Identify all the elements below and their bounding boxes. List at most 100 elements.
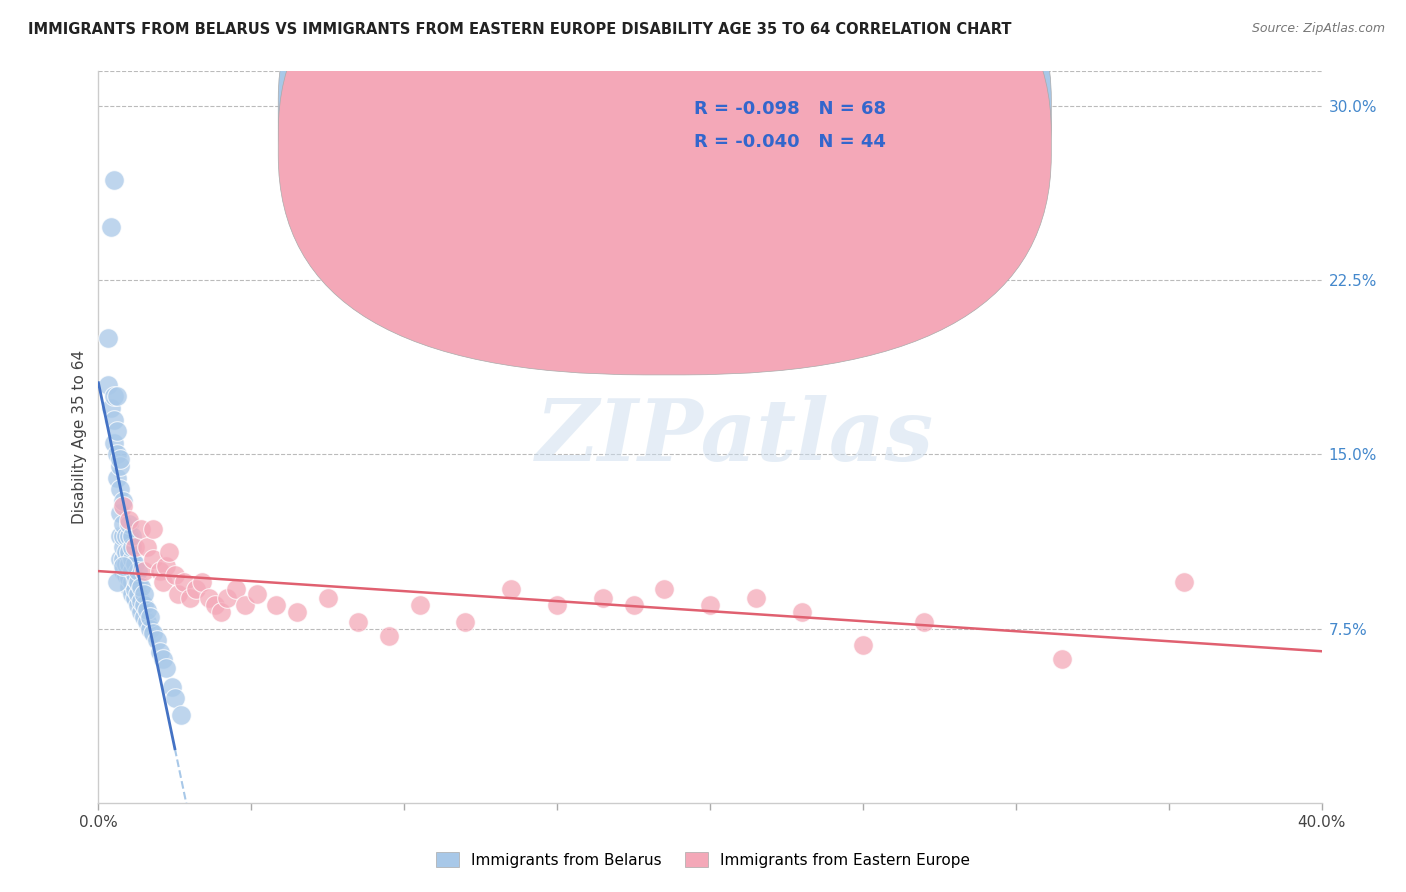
Point xyxy=(152,652,174,666)
Point xyxy=(121,529,143,543)
Point xyxy=(105,448,128,462)
Point xyxy=(108,483,131,497)
Point xyxy=(111,529,134,543)
Point xyxy=(155,558,177,573)
Y-axis label: Disability Age 35 to 64: Disability Age 35 to 64 xyxy=(72,350,87,524)
Point xyxy=(127,599,149,613)
Point xyxy=(316,591,339,606)
Legend: Immigrants from Belarus, Immigrants from Eastern Europe: Immigrants from Belarus, Immigrants from… xyxy=(429,844,977,875)
Point xyxy=(745,591,768,606)
Point xyxy=(111,499,134,513)
Point xyxy=(347,615,370,629)
Point xyxy=(160,680,183,694)
Point xyxy=(233,599,256,613)
Point xyxy=(790,606,813,620)
Point xyxy=(105,471,128,485)
Point xyxy=(97,331,120,345)
Point xyxy=(118,517,141,532)
Point xyxy=(157,545,180,559)
Point xyxy=(852,638,875,652)
Point xyxy=(163,691,186,706)
Point xyxy=(592,591,614,606)
Point xyxy=(149,564,172,578)
Point xyxy=(134,564,156,578)
FancyBboxPatch shape xyxy=(278,0,1052,342)
Point xyxy=(454,615,477,629)
Point xyxy=(118,529,141,543)
FancyBboxPatch shape xyxy=(278,0,1052,375)
Point xyxy=(136,603,159,617)
Point xyxy=(115,529,138,543)
Point xyxy=(127,564,149,578)
Point xyxy=(111,517,134,532)
Point xyxy=(139,622,162,636)
Point xyxy=(100,401,122,415)
Point xyxy=(378,629,401,643)
Point xyxy=(285,606,308,620)
Point xyxy=(1173,575,1195,590)
Point xyxy=(103,436,125,450)
Text: IMMIGRANTS FROM BELARUS VS IMMIGRANTS FROM EASTERN EUROPE DISABILITY AGE 35 TO 6: IMMIGRANTS FROM BELARUS VS IMMIGRANTS FR… xyxy=(28,22,1012,37)
Point xyxy=(129,522,152,536)
Point xyxy=(121,552,143,566)
Point xyxy=(173,575,195,590)
Point xyxy=(209,606,232,620)
Point xyxy=(134,587,156,601)
Point xyxy=(912,615,935,629)
Point xyxy=(108,506,131,520)
Text: Source: ZipAtlas.com: Source: ZipAtlas.com xyxy=(1251,22,1385,36)
Point xyxy=(124,570,146,584)
Point xyxy=(108,552,131,566)
Point xyxy=(191,575,214,590)
Point xyxy=(264,599,287,613)
Point xyxy=(108,529,131,543)
Text: ZIPatlas: ZIPatlas xyxy=(536,395,934,479)
Point xyxy=(129,594,152,608)
Point xyxy=(246,587,269,601)
Point xyxy=(103,389,125,403)
Point xyxy=(121,541,143,555)
Point xyxy=(136,541,159,555)
Point xyxy=(118,580,141,594)
Point xyxy=(108,452,131,467)
Point xyxy=(139,610,162,624)
Point xyxy=(699,599,721,613)
Point xyxy=(124,541,146,555)
Point xyxy=(118,512,141,526)
Point xyxy=(124,557,146,571)
Point xyxy=(124,582,146,597)
Point xyxy=(97,377,120,392)
Point xyxy=(163,568,186,582)
Point xyxy=(155,661,177,675)
Point xyxy=(118,570,141,584)
Point xyxy=(152,575,174,590)
Point xyxy=(179,591,201,606)
Point xyxy=(115,568,138,582)
Point xyxy=(215,591,238,606)
Point xyxy=(124,591,146,606)
Point xyxy=(118,545,141,559)
Point xyxy=(111,494,134,508)
Point xyxy=(118,557,141,571)
Point xyxy=(129,580,152,594)
Point xyxy=(121,587,143,601)
Point xyxy=(111,541,134,555)
Point xyxy=(103,412,125,426)
Point xyxy=(652,582,675,597)
Point xyxy=(105,389,128,403)
Text: R = -0.098   N = 68: R = -0.098 N = 68 xyxy=(695,101,886,119)
Point xyxy=(149,645,172,659)
Point xyxy=(134,610,156,624)
Point xyxy=(127,587,149,601)
Point xyxy=(121,564,143,578)
Point xyxy=(136,615,159,629)
Point xyxy=(111,552,134,566)
Point xyxy=(105,575,128,590)
Point xyxy=(501,582,523,597)
Point xyxy=(167,587,190,601)
Point xyxy=(623,599,645,613)
Text: R = -0.040   N = 44: R = -0.040 N = 44 xyxy=(695,133,886,152)
Point xyxy=(127,575,149,590)
Point xyxy=(225,582,247,597)
Point xyxy=(108,459,131,474)
